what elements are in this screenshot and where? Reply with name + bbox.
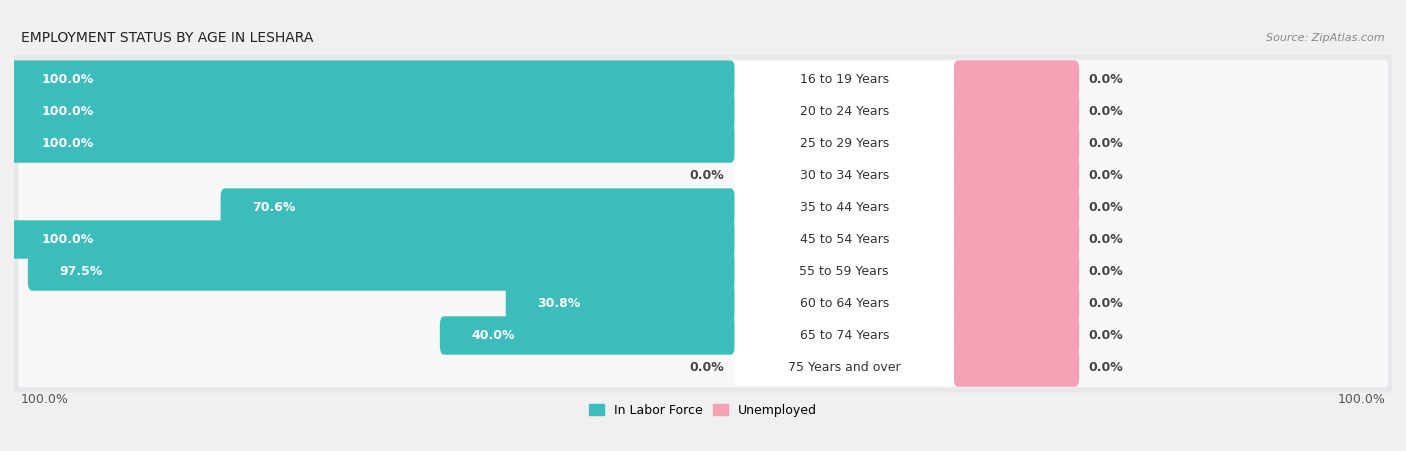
FancyBboxPatch shape	[440, 316, 735, 354]
Text: 0.0%: 0.0%	[1088, 105, 1123, 118]
FancyBboxPatch shape	[13, 343, 1393, 392]
Text: 0.0%: 0.0%	[689, 169, 724, 182]
FancyBboxPatch shape	[10, 221, 735, 259]
FancyBboxPatch shape	[18, 124, 1388, 163]
FancyBboxPatch shape	[953, 92, 1080, 131]
FancyBboxPatch shape	[735, 286, 953, 321]
Text: 100.0%: 100.0%	[42, 73, 94, 86]
FancyBboxPatch shape	[735, 126, 953, 161]
Text: 0.0%: 0.0%	[1088, 201, 1123, 214]
Text: 0.0%: 0.0%	[1088, 265, 1123, 278]
FancyBboxPatch shape	[18, 316, 1388, 355]
Text: 60 to 64 Years: 60 to 64 Years	[800, 297, 889, 310]
FancyBboxPatch shape	[735, 94, 953, 129]
Text: 0.0%: 0.0%	[1088, 297, 1123, 310]
FancyBboxPatch shape	[953, 316, 1080, 354]
Text: 100.0%: 100.0%	[42, 105, 94, 118]
FancyBboxPatch shape	[735, 190, 953, 225]
FancyBboxPatch shape	[735, 158, 953, 193]
Text: Source: ZipAtlas.com: Source: ZipAtlas.com	[1267, 33, 1385, 43]
FancyBboxPatch shape	[953, 189, 1080, 227]
FancyBboxPatch shape	[18, 60, 1388, 99]
FancyBboxPatch shape	[13, 119, 1393, 169]
FancyBboxPatch shape	[953, 284, 1080, 323]
FancyBboxPatch shape	[735, 318, 953, 353]
FancyBboxPatch shape	[735, 350, 953, 385]
FancyBboxPatch shape	[28, 252, 735, 291]
Text: 100.0%: 100.0%	[42, 137, 94, 150]
Text: 100.0%: 100.0%	[1337, 393, 1385, 406]
Text: 0.0%: 0.0%	[1088, 169, 1123, 182]
FancyBboxPatch shape	[13, 55, 1393, 105]
FancyBboxPatch shape	[735, 222, 953, 257]
FancyBboxPatch shape	[13, 215, 1393, 264]
Legend: In Labor Force, Unemployed: In Labor Force, Unemployed	[583, 399, 823, 422]
Text: 0.0%: 0.0%	[1088, 73, 1123, 86]
Text: 30 to 34 Years: 30 to 34 Years	[800, 169, 889, 182]
Text: 30.8%: 30.8%	[537, 297, 581, 310]
FancyBboxPatch shape	[18, 156, 1388, 195]
Text: 25 to 29 Years: 25 to 29 Years	[800, 137, 889, 150]
FancyBboxPatch shape	[13, 183, 1393, 233]
FancyBboxPatch shape	[953, 348, 1080, 387]
FancyBboxPatch shape	[10, 92, 735, 131]
Text: 40.0%: 40.0%	[471, 329, 515, 342]
FancyBboxPatch shape	[10, 60, 735, 99]
Text: 70.6%: 70.6%	[252, 201, 295, 214]
Text: 100.0%: 100.0%	[21, 393, 69, 406]
FancyBboxPatch shape	[953, 60, 1080, 99]
FancyBboxPatch shape	[18, 188, 1388, 227]
FancyBboxPatch shape	[506, 284, 735, 323]
FancyBboxPatch shape	[18, 284, 1388, 323]
FancyBboxPatch shape	[13, 151, 1393, 201]
FancyBboxPatch shape	[221, 189, 735, 227]
Text: 75 Years and over: 75 Years and over	[787, 361, 901, 374]
FancyBboxPatch shape	[18, 348, 1388, 387]
Text: 65 to 74 Years: 65 to 74 Years	[800, 329, 889, 342]
Text: 0.0%: 0.0%	[1088, 233, 1123, 246]
Text: 0.0%: 0.0%	[1088, 361, 1123, 374]
Text: 0.0%: 0.0%	[689, 361, 724, 374]
FancyBboxPatch shape	[10, 124, 735, 163]
FancyBboxPatch shape	[18, 92, 1388, 131]
FancyBboxPatch shape	[18, 220, 1388, 259]
FancyBboxPatch shape	[953, 156, 1080, 195]
FancyBboxPatch shape	[13, 87, 1393, 137]
FancyBboxPatch shape	[13, 279, 1393, 328]
Text: 35 to 44 Years: 35 to 44 Years	[800, 201, 889, 214]
Text: 55 to 59 Years: 55 to 59 Years	[800, 265, 889, 278]
FancyBboxPatch shape	[953, 221, 1080, 259]
Text: EMPLOYMENT STATUS BY AGE IN LESHARA: EMPLOYMENT STATUS BY AGE IN LESHARA	[21, 31, 314, 45]
Text: 16 to 19 Years: 16 to 19 Years	[800, 73, 889, 86]
Text: 100.0%: 100.0%	[42, 233, 94, 246]
FancyBboxPatch shape	[13, 311, 1393, 360]
Text: 20 to 24 Years: 20 to 24 Years	[800, 105, 889, 118]
FancyBboxPatch shape	[953, 252, 1080, 291]
FancyBboxPatch shape	[13, 247, 1393, 296]
FancyBboxPatch shape	[18, 252, 1388, 291]
FancyBboxPatch shape	[953, 124, 1080, 163]
Text: 0.0%: 0.0%	[1088, 137, 1123, 150]
FancyBboxPatch shape	[735, 62, 953, 97]
Text: 97.5%: 97.5%	[59, 265, 103, 278]
Text: 45 to 54 Years: 45 to 54 Years	[800, 233, 889, 246]
Text: 0.0%: 0.0%	[1088, 329, 1123, 342]
FancyBboxPatch shape	[735, 254, 953, 289]
